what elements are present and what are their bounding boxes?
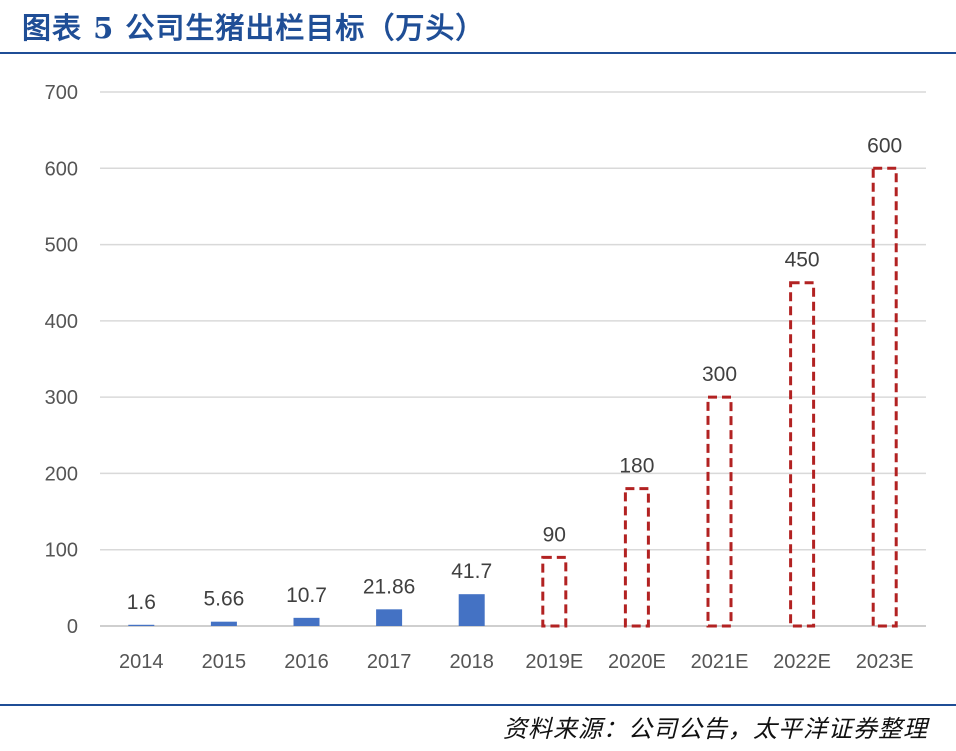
y-tick-label: 300 <box>45 387 78 409</box>
x-tick-label: 2021E <box>691 651 749 673</box>
bar-2014 <box>128 624 155 626</box>
data-label-2019E: 90 <box>543 523 566 546</box>
x-tick-label: 2020E <box>608 651 666 673</box>
y-tick-label: 100 <box>45 540 78 562</box>
chart-title: 图表 5 公司生猪出栏目标（万头） <box>22 11 486 45</box>
bar-2020E <box>623 487 650 628</box>
data-labels: 1.6 5.66 10.7 21.86 41.7 90 180 300 450 600 <box>127 134 903 613</box>
footer-divider <box>0 704 956 706</box>
source-note: 资料来源：公司公告，太平洋证券整理 <box>503 715 928 743</box>
data-label-2015: 5.66 <box>203 588 244 611</box>
bar-2022E <box>789 281 816 628</box>
gridlines <box>100 91 926 627</box>
data-label-2022E: 450 <box>785 249 820 272</box>
y-axis-ticks: 0 100 200 300 400 500 600 700 <box>45 82 78 638</box>
x-tick-label: 2014 <box>119 651 164 673</box>
data-label-2023E: 600 <box>867 134 902 157</box>
data-label-2016: 10.7 <box>286 584 327 607</box>
y-tick-label: 200 <box>45 463 78 485</box>
x-tick-label: 2019E <box>525 651 583 673</box>
data-label-2017: 21.86 <box>363 575 416 598</box>
x-tick-label: 2015 <box>202 651 247 673</box>
x-tick-label: 2018 <box>449 651 494 673</box>
data-label-2020E: 180 <box>619 455 654 478</box>
x-tick-label: 2017 <box>367 651 412 673</box>
y-tick-label: 700 <box>45 82 78 104</box>
y-tick-label: 400 <box>45 311 78 333</box>
bar-2019E <box>541 555 568 628</box>
bar-2016 <box>293 617 320 626</box>
title-divider <box>0 52 956 54</box>
x-tick-label: 2022E <box>773 651 831 673</box>
data-label-2014: 1.6 <box>127 591 156 614</box>
x-axis-ticks: 2014 2015 2016 2017 2018 2019E 2020E 2021E 2022E… <box>119 651 914 673</box>
y-tick-label: 0 <box>67 616 78 638</box>
bar-2018 <box>458 594 485 626</box>
x-tick-label: 2023E <box>856 651 914 673</box>
data-label-2021E: 300 <box>702 363 737 386</box>
bar-2021E <box>706 395 733 628</box>
y-tick-label: 600 <box>45 158 78 180</box>
x-tick-label: 2016 <box>284 651 329 673</box>
data-label-2018: 41.7 <box>451 560 492 583</box>
bar-2023E <box>871 166 898 628</box>
bar-2017 <box>376 609 403 626</box>
bar-chart: 0 100 200 300 400 500 600 700 1.6 5.66 10.7 21.86 4… <box>45 82 926 673</box>
bars <box>128 166 898 628</box>
y-tick-label: 500 <box>45 235 78 257</box>
bar-2015 <box>210 621 237 626</box>
